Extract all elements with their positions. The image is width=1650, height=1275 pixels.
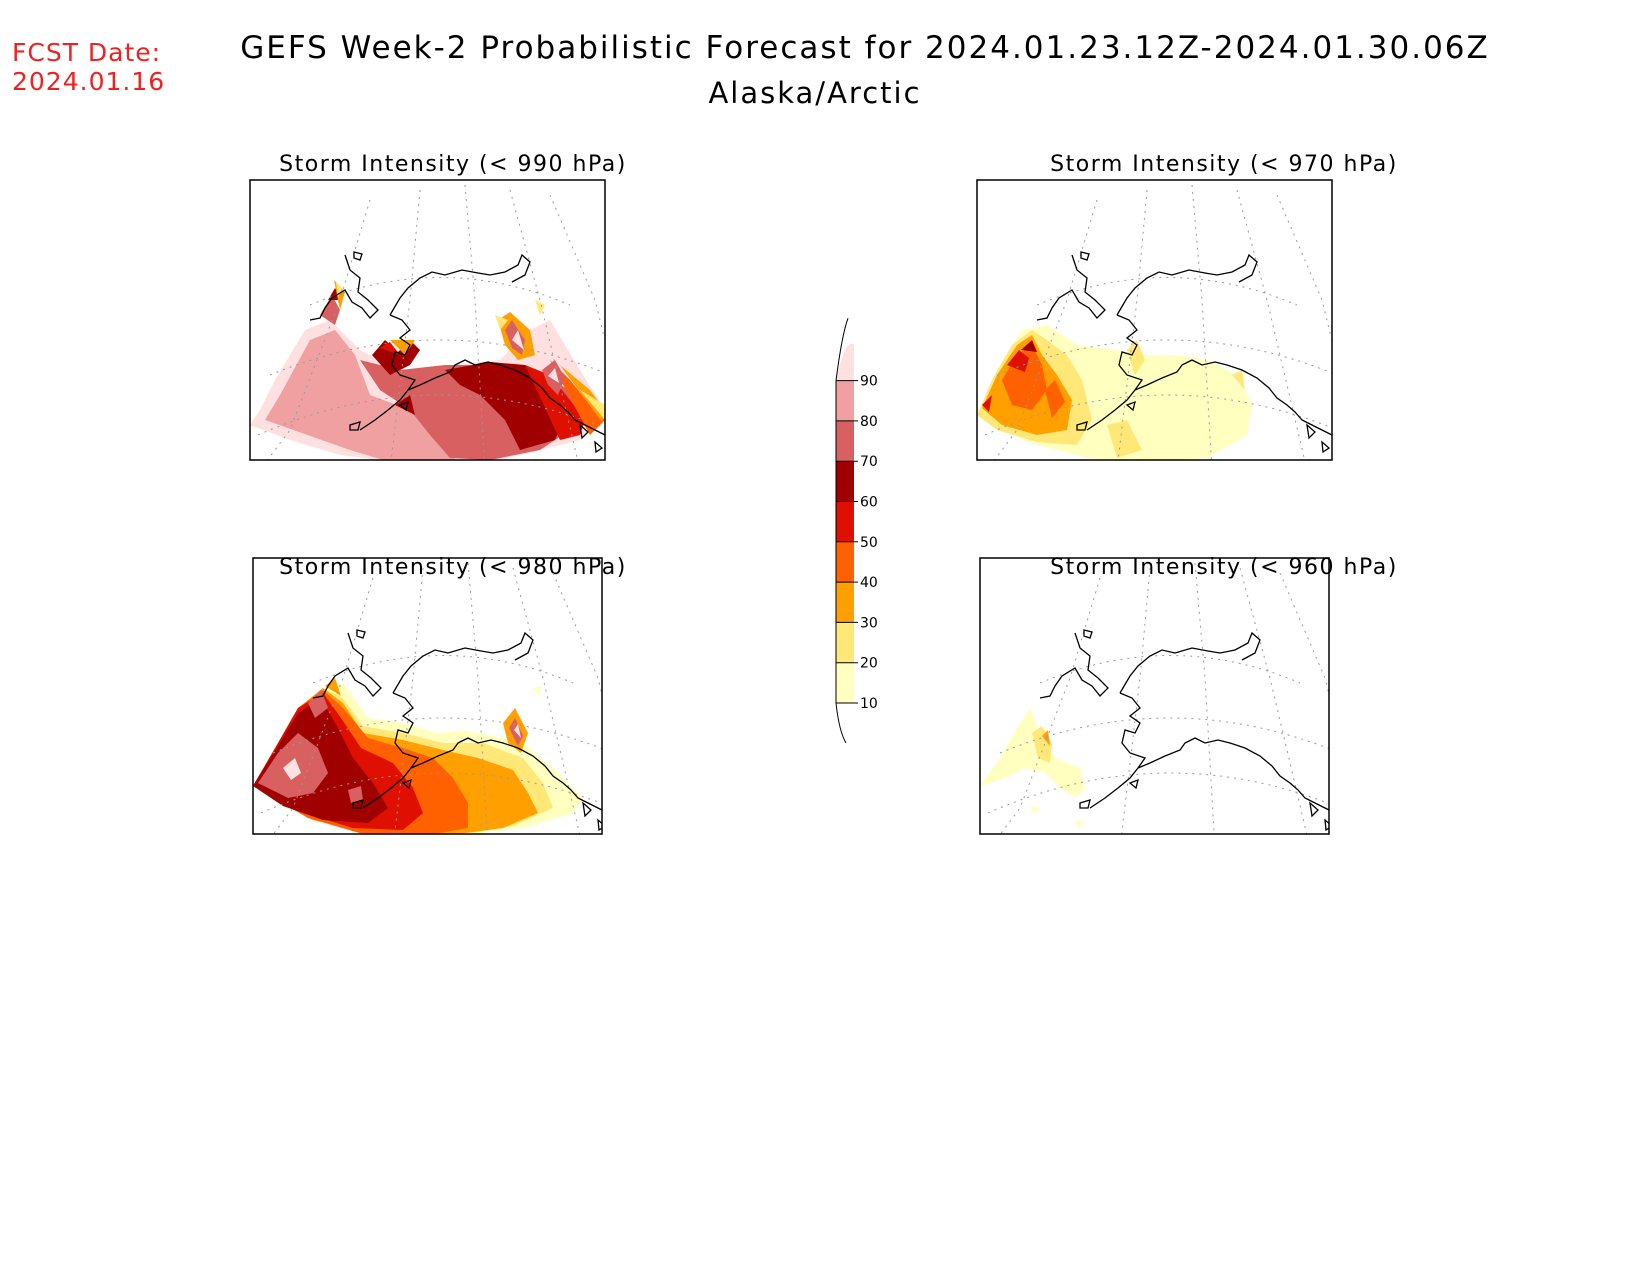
panel-title-960: Storm Intensity (< 960 hPa): [1050, 555, 1398, 580]
panel-title-990: Storm Intensity (< 990 hPa): [279, 152, 627, 177]
colorbar-band: [836, 380, 854, 421]
colorbar-band: [836, 343, 854, 381]
colorbar-label: 90: [860, 374, 878, 390]
colorbar-label: 20: [860, 656, 878, 672]
map-frame: [249, 179, 606, 461]
colorbar-band: [836, 622, 854, 663]
colorbar-band: [836, 420, 854, 462]
colorbar-label: 60: [860, 495, 878, 511]
colorbar-label: 80: [860, 414, 878, 430]
colorbar-head: [835, 318, 849, 381]
map-frame: [252, 557, 603, 835]
panel-title-980: Storm Intensity (< 980 hPa): [279, 555, 627, 580]
map-panel-980: [252, 557, 603, 835]
main-title: GEFS Week-2 Probabilistic Forecast for 2…: [240, 30, 1490, 66]
region-subtitle: Alaska/Arctic: [708, 76, 922, 110]
colorbar-band: [836, 501, 854, 542]
colorbar-label: 30: [860, 615, 878, 631]
fcst-date-value: 2024.01.16: [12, 67, 166, 96]
colorbar-label: 50: [860, 535, 878, 551]
panel-title-970: Storm Intensity (< 970 hPa): [1050, 152, 1398, 177]
colorbar-label: 70: [860, 454, 878, 470]
map-frame: [976, 179, 1333, 461]
map-panel-960: [979, 557, 1330, 835]
colorbar-band: [836, 582, 854, 623]
fcst-date-block: FCST Date: 2024.01.16: [12, 38, 165, 96]
map-panel-970: [976, 179, 1333, 461]
colorbar-label: 10: [860, 696, 878, 712]
colorbar-band: [836, 541, 854, 583]
colorbar: 10 20 30 40 50 60 70 80 90: [835, 318, 878, 744]
colorbar-tail: [835, 702, 847, 744]
fcst-date-label: FCST Date:: [12, 38, 162, 67]
colorbar-band: [836, 662, 854, 703]
map-panel-990: [249, 179, 606, 461]
colorbar-label: 40: [860, 575, 878, 591]
map-frame: [979, 557, 1330, 835]
colorbar-band: [836, 461, 854, 502]
